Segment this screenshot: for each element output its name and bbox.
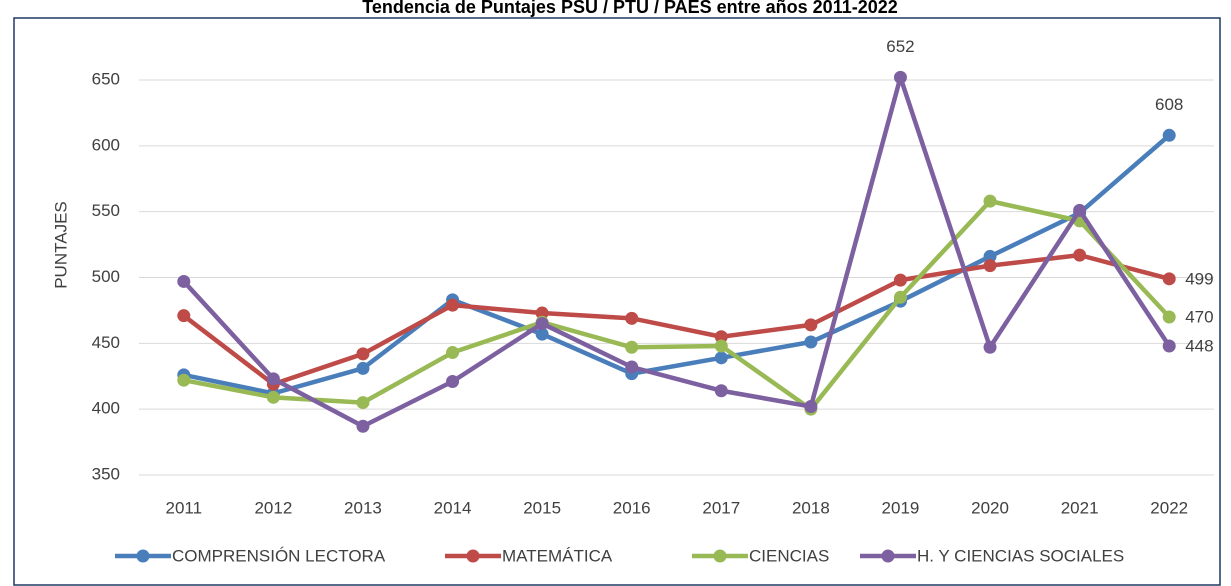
legend-swatch-marker	[136, 549, 150, 563]
legend-swatch-marker	[713, 549, 727, 563]
data-label: 499	[1185, 269, 1213, 288]
data-point	[804, 335, 818, 349]
data-point	[1162, 272, 1176, 286]
data-point	[983, 249, 997, 263]
data-point	[535, 306, 549, 320]
data-point	[714, 339, 728, 353]
data-point	[983, 194, 997, 208]
data-point	[1162, 310, 1176, 324]
data-point	[1073, 248, 1087, 262]
data-point	[356, 396, 370, 410]
data-point	[177, 309, 191, 323]
legend-swatch-marker	[881, 549, 895, 563]
data-point	[714, 330, 728, 344]
y-tick-label: 350	[92, 464, 120, 483]
x-tick-label: 2015	[523, 498, 561, 517]
data-point	[625, 311, 639, 325]
legend-label: CIENCIAS	[749, 546, 829, 565]
series-line	[182, 252, 1170, 387]
data-point	[177, 274, 191, 288]
data-point	[356, 361, 370, 375]
x-tick-label: 2011	[166, 498, 203, 517]
data-point	[893, 70, 907, 84]
data-point	[446, 346, 460, 360]
x-tick-label: 2021	[1061, 498, 1099, 517]
legend-label: MATEMÁTICA	[502, 546, 613, 565]
data-point	[446, 375, 460, 389]
chart-border	[13, 17, 1221, 586]
data-point	[177, 373, 191, 387]
legend-label: H. Y CIENCIAS SOCIALES	[917, 546, 1124, 565]
data-point	[714, 351, 728, 365]
x-tick-label: 2016	[613, 498, 651, 517]
data-point	[356, 347, 370, 361]
y-axis-label: PUNTAJES	[51, 201, 70, 289]
y-tick-label: 450	[92, 333, 120, 352]
y-tick-label: 600	[92, 135, 120, 154]
chart-title: Tendencia de Puntajes PSU / PTU / PAES e…	[362, 0, 898, 17]
series-line	[183, 133, 1171, 396]
series-line	[182, 75, 1172, 429]
data-point	[893, 290, 907, 304]
data-point	[983, 340, 997, 354]
data-point	[625, 360, 639, 374]
data-point	[714, 384, 728, 398]
data-point	[804, 318, 818, 332]
series-line	[183, 198, 1171, 412]
x-tick-label: 2012	[254, 498, 292, 517]
x-tick-label: 2022	[1150, 498, 1188, 517]
x-tick-label: 2013	[344, 498, 382, 517]
x-tick-label: 2017	[702, 498, 740, 517]
legend-label: COMPRENSIÓN LECTORA	[172, 546, 386, 565]
data-point	[535, 317, 549, 331]
y-tick-label: 550	[92, 201, 120, 220]
data-point	[535, 327, 549, 341]
x-tick-label: 2020	[971, 498, 1009, 517]
data-point	[1162, 339, 1176, 353]
data-point	[893, 273, 907, 287]
data-point	[1073, 203, 1087, 217]
data-label: 470	[1185, 307, 1213, 326]
data-point	[446, 298, 460, 312]
data-point	[266, 390, 280, 404]
data-point	[804, 400, 818, 414]
y-tick-label: 400	[92, 399, 120, 418]
data-point	[625, 340, 639, 354]
data-point	[266, 372, 280, 386]
data-label: 608	[1155, 95, 1183, 114]
data-point	[356, 419, 370, 433]
data-label: 448	[1185, 336, 1213, 355]
data-point	[983, 259, 997, 273]
x-tick-label: 2018	[792, 498, 830, 517]
y-tick-label: 650	[92, 69, 120, 88]
x-tick-label: 2014	[434, 498, 472, 517]
legend-swatch-marker	[466, 549, 480, 563]
data-point	[1162, 128, 1176, 142]
x-tick-label: 2019	[882, 498, 920, 517]
data-label: 652	[886, 37, 914, 56]
y-tick-label: 500	[92, 267, 120, 286]
